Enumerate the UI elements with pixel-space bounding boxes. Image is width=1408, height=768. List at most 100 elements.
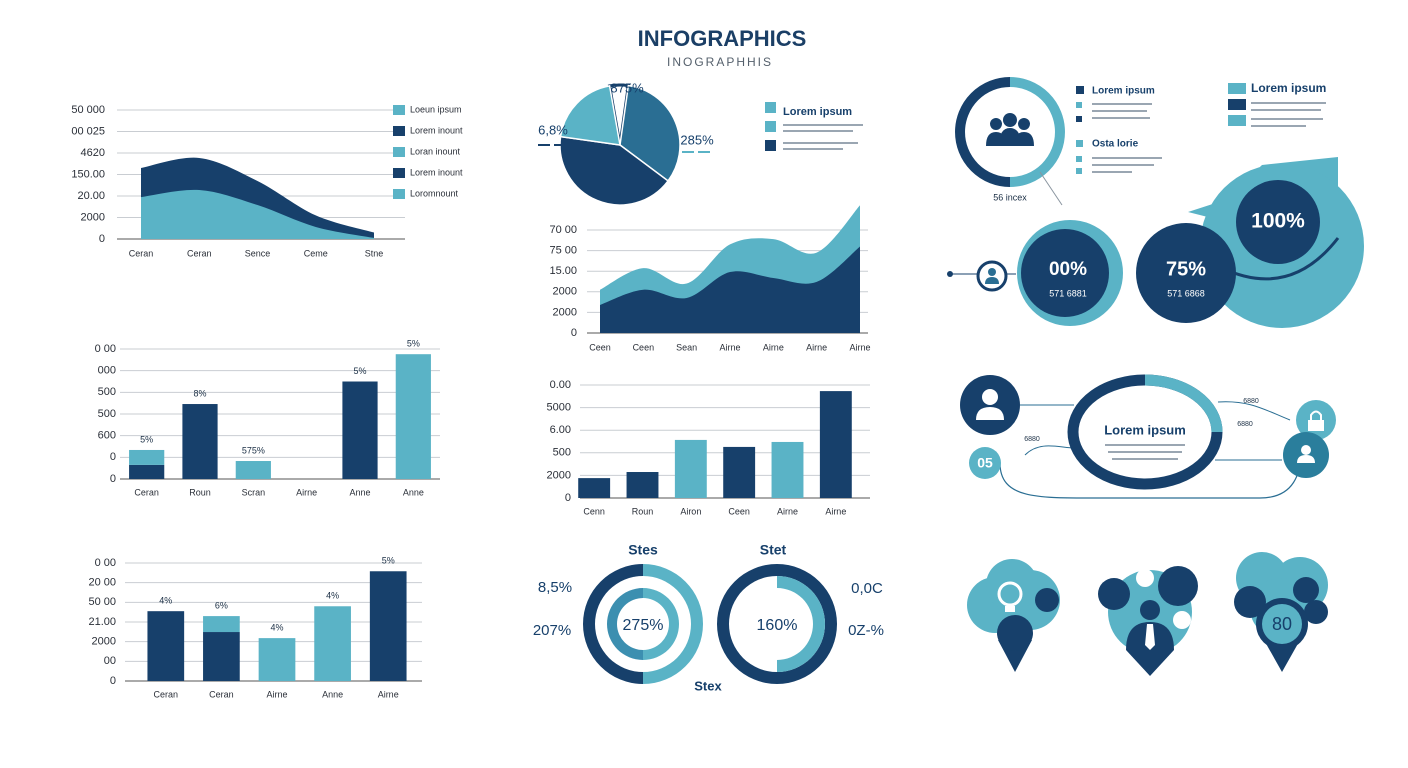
x-tick-label: Airne — [719, 342, 740, 352]
legend-swatch — [393, 189, 405, 199]
lock-icon — [1308, 420, 1324, 431]
bar — [723, 446, 756, 498]
x-tick-label: Airne — [378, 689, 399, 699]
donut-segment — [777, 564, 837, 684]
x-tick-label: Anne — [403, 487, 424, 497]
x-tick-label: Anne — [322, 689, 343, 699]
circle-value: 100% — [1251, 210, 1305, 233]
bar — [674, 439, 707, 498]
x-tick-label: Anne — [349, 487, 370, 497]
x-tick-label: Airne — [777, 506, 798, 516]
x-tick-label: Airne — [825, 506, 846, 516]
x-tick-label: Roun — [189, 487, 211, 497]
bar-label: 4% — [326, 591, 339, 601]
bubble — [1136, 569, 1154, 587]
y-tick-label: 2000 — [553, 306, 577, 318]
bar-label: 5% — [407, 339, 420, 349]
badge-label: 80 — [1272, 614, 1292, 634]
ring-arc — [1009, 77, 1065, 187]
bar-label: 575% — [242, 445, 265, 455]
donut-title: Stet — [760, 542, 787, 558]
lock-icon — [1310, 410, 1322, 420]
legend-swatch — [1228, 115, 1246, 126]
legend-swatch — [1076, 168, 1082, 174]
tag: 6880 — [1024, 436, 1040, 443]
y-tick-label: 000 — [98, 365, 116, 377]
donut-inner-ring — [643, 588, 679, 660]
bubble — [1173, 611, 1191, 629]
pie-legend-lines — [783, 124, 863, 150]
x-tick-label: Ceen — [589, 342, 611, 352]
y-tick-label: 0 00 — [95, 557, 116, 569]
badge — [969, 447, 1001, 479]
person-icon — [1018, 118, 1030, 130]
y-tick-label: 20.00 — [77, 190, 105, 202]
user-icon — [985, 277, 999, 284]
y-tick-label: 2000 — [547, 469, 571, 481]
bulb-icon — [997, 581, 1023, 607]
bar — [771, 441, 804, 498]
bar — [203, 632, 240, 681]
y-tick-label: 0 — [565, 492, 571, 504]
bar-label: 5% — [382, 556, 395, 566]
x-tick-label: Airne — [266, 689, 287, 699]
bubble — [1293, 577, 1319, 603]
donut-label: 0Z-% — [848, 622, 884, 639]
y-tick-label: 0 00 — [95, 343, 116, 355]
x-tick-label: Airon — [680, 506, 701, 516]
text-placeholder — [1112, 458, 1178, 460]
bar — [129, 464, 165, 479]
bubble-icons: 80 — [967, 552, 1328, 676]
person-icon — [1003, 113, 1017, 127]
x-tick-label: Ceran — [187, 248, 212, 258]
circle-value: 00% — [1049, 259, 1087, 280]
x-tick-label: Ceen — [728, 506, 750, 516]
text-placeholder — [1251, 118, 1323, 120]
legend-swatch — [1076, 86, 1084, 94]
donut-inner-ring — [777, 576, 825, 672]
person-icon — [990, 118, 1002, 130]
legend-swatch — [1076, 102, 1082, 108]
donut-segment — [717, 564, 777, 684]
y-tick-label: 21.00 — [88, 616, 116, 628]
y-tick-label: 6.00 — [550, 424, 571, 436]
arc-line — [1221, 237, 1340, 281]
y-tick-label: 75 00 — [549, 245, 577, 257]
connector-dot — [947, 271, 953, 277]
circle-value: 75% — [1166, 258, 1206, 280]
y-tick-label: 00 025 — [71, 125, 105, 137]
donut-center: 160% — [757, 617, 798, 634]
x-tick-label: Ceran — [154, 689, 179, 699]
bar-label: 4% — [270, 623, 283, 633]
bar-label: 6% — [215, 600, 228, 610]
x-tick-label: Roun — [632, 506, 654, 516]
bar — [235, 461, 271, 479]
bar — [182, 404, 218, 479]
text-placeholder — [1105, 444, 1185, 446]
hub: Lorem ipsum 05 6880 6880 6880 — [960, 374, 1336, 499]
percent-circles: 100% 75% 571 6868 00% 571 6881 — [947, 157, 1364, 328]
legend-swatch — [765, 140, 776, 151]
bar-label: 5% — [353, 366, 366, 376]
donut-title: Stes — [628, 542, 658, 558]
ring-arc — [955, 77, 1011, 187]
hub-ring-arc — [1144, 374, 1223, 433]
bubble — [1098, 578, 1130, 610]
donut-footer: Stex — [694, 678, 722, 693]
y-tick-label: 500 — [98, 408, 116, 420]
x-tick-label: Ceme — [304, 248, 328, 258]
area — [141, 189, 374, 239]
legend-label: Osta lorie — [1092, 139, 1139, 150]
text-placeholder — [1092, 157, 1162, 159]
bulb-icon — [1005, 606, 1015, 612]
y-tick-label: 500 — [553, 447, 571, 459]
text-placeholder — [783, 124, 863, 126]
bar — [626, 472, 659, 498]
y-tick-label: 0.00 — [550, 379, 571, 391]
donut-label: 8,5% — [538, 579, 572, 596]
legend-title: Lorem ipsum — [783, 106, 852, 118]
bar-label: 4% — [159, 596, 172, 606]
x-tick-label: Ceran — [134, 487, 159, 497]
